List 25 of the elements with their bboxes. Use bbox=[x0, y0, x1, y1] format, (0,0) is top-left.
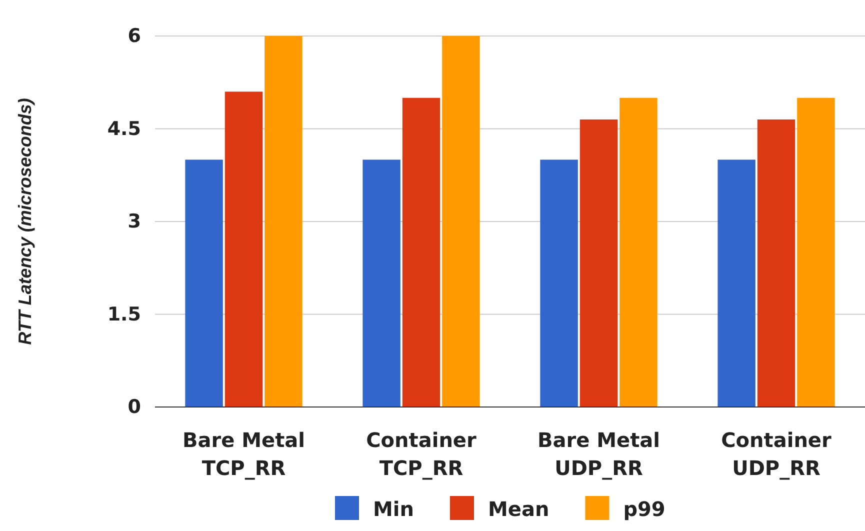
bar bbox=[402, 98, 440, 407]
bar bbox=[224, 92, 263, 407]
bar bbox=[620, 98, 658, 407]
y-tick-label: 0 bbox=[128, 396, 141, 418]
bar bbox=[718, 160, 756, 407]
bar bbox=[362, 160, 400, 407]
y-tick-label: 3 bbox=[128, 210, 141, 233]
y-tick-label: 4.5 bbox=[107, 118, 141, 140]
x-tick-label: Container TCP_RR bbox=[366, 428, 477, 480]
bar bbox=[797, 98, 835, 407]
legend-label: Min bbox=[373, 497, 414, 521]
bar bbox=[580, 119, 618, 407]
y-tick-label: 1.5 bbox=[107, 303, 141, 326]
y-axis-title: RTT Latency (microseconds) bbox=[15, 98, 35, 345]
x-tick-label: Bare Metal TCP_RR bbox=[182, 428, 306, 480]
y-tick-label: 6 bbox=[128, 25, 141, 48]
bar bbox=[540, 160, 578, 407]
legend-label: p99 bbox=[623, 497, 666, 521]
bar bbox=[185, 160, 223, 407]
bar bbox=[264, 36, 302, 407]
bar bbox=[757, 119, 796, 407]
x-tick-label: Container UDP_RR bbox=[721, 428, 832, 480]
bar bbox=[442, 36, 480, 407]
legend-label: Mean bbox=[488, 497, 550, 521]
x-tick-label: Bare Metal UDP_RR bbox=[537, 428, 660, 480]
